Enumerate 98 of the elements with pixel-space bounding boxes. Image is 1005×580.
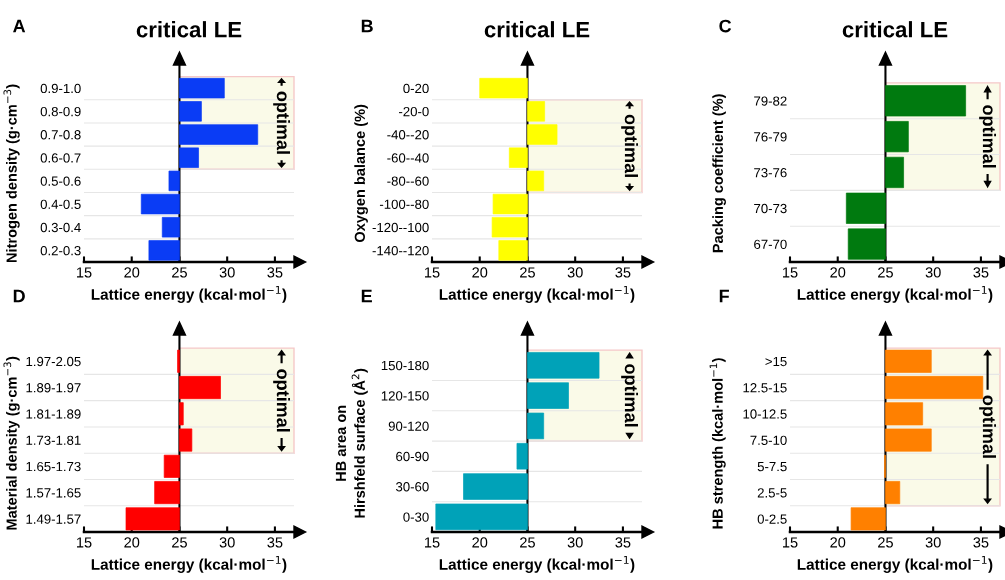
band-label: optimal	[979, 395, 997, 458]
y-tick-label: 0.4-0.5	[40, 199, 81, 209]
y-tick-label: 60-90	[396, 451, 429, 462]
text: A	[13, 19, 26, 33]
x-tick-label: 35	[615, 267, 631, 278]
y-tick-label: 2.5-5	[757, 488, 787, 498]
x-tick-label: 25	[520, 537, 535, 548]
y-axis-title: HB area on Hirshfeld surface (Å$^{2}$)	[335, 368, 368, 518]
x-tick-label: 15	[425, 537, 440, 548]
x-axis-title: Lattice energy (kcal·mol$^{−1}$)	[797, 556, 993, 573]
y-tick-label: 0.8-0.9	[40, 106, 81, 117]
x-tick-label: 30	[219, 537, 235, 548]
y-tick-label: -120--100	[372, 222, 429, 233]
y-axis-title: Oxygen balance (%)	[354, 104, 368, 243]
y-tick-label: 0.5-0.6	[40, 176, 81, 186]
y-axis-title: Material density (g·cm$^{−3}$)	[3, 356, 20, 530]
text: D	[13, 289, 25, 303]
y-tick-label: 10-12.5	[743, 409, 787, 419]
y-axis-title: Nitrogen density (g·cm$^{−3}$)	[3, 84, 20, 263]
x-tick-label: 30	[925, 267, 941, 278]
y-tick-label: >15	[765, 356, 787, 367]
x-tick-label: 15	[783, 537, 798, 548]
band-label: optimal	[621, 364, 639, 427]
chart-title: critical LE	[484, 21, 590, 38]
y-tick-label: 1.49-1.57	[26, 514, 81, 524]
x-tick-label: 30	[219, 267, 235, 278]
y-tick-label: 1.65-1.73	[26, 461, 81, 472]
x-tick-label: 20	[124, 267, 140, 278]
y-tick-label: 1.97-2.05	[26, 356, 81, 367]
y-axis-title: Packing coefficient (%)	[712, 94, 726, 253]
x-tick-label: 35	[267, 537, 283, 548]
y-tick-label: 0.2-0.3	[40, 245, 81, 256]
x-tick-label: 25	[172, 267, 187, 278]
chart-title: critical LE	[136, 21, 242, 38]
x-tick-label: 25	[878, 267, 893, 278]
x-tick-label: 30	[925, 537, 941, 548]
x-tick-label: 30	[567, 537, 583, 548]
band-label: optimal	[621, 114, 639, 177]
y-tick-label: 7.5-10	[750, 435, 787, 445]
x-tick-label: 15	[783, 267, 798, 278]
y-axis-title: HB strength (kcal·mol$^{−1}$)	[709, 358, 726, 529]
x-tick-label: 25	[172, 537, 187, 548]
x-tick-label: 35	[615, 537, 631, 548]
x-tick-label: 25	[878, 537, 893, 548]
text: C	[719, 19, 732, 33]
y-tick-label: 90-120	[388, 421, 429, 431]
y-tick-label: 5-7.5	[757, 462, 787, 472]
x-tick-label: 15	[77, 267, 92, 278]
x-axis-title: Lattice energy (kcal·mol$^{−1}$)	[91, 556, 287, 573]
y-tick-label: -60--40	[387, 153, 429, 163]
band-label: optimal	[273, 91, 291, 154]
y-tick-label: 0.6-0.7	[40, 153, 81, 163]
text: B	[361, 19, 373, 33]
y-tick-label: -20-0	[399, 106, 429, 117]
y-tick-label: 0-30	[403, 512, 429, 522]
y-tick-label: -100--80	[379, 199, 429, 209]
x-tick-label: 20	[472, 537, 488, 548]
x-tick-label: 35	[267, 267, 283, 278]
y-tick-label: 120-150	[381, 391, 429, 401]
y-tick-label: 73-76	[754, 168, 787, 178]
text: E	[361, 289, 372, 303]
y-tick-label: 67-70	[754, 239, 787, 249]
x-tick-label: 30	[567, 267, 583, 278]
y-tick-label: -80--60	[387, 176, 429, 186]
y-tick-label: 79-82	[754, 96, 787, 106]
text: F	[719, 289, 729, 303]
y-tick-label: 30-60	[395, 482, 429, 492]
y-tick-label: 0.9-1.0	[40, 83, 81, 94]
x-tick-label: 20	[124, 537, 140, 548]
x-tick-label: 20	[830, 537, 846, 548]
y-tick-label: 1.57-1.65	[26, 488, 81, 498]
x-tick-label: 20	[472, 267, 488, 278]
x-tick-label: 25	[520, 267, 535, 278]
x-axis-title: Lattice energy (kcal·mol$^{−1}$)	[439, 286, 635, 303]
x-tick-label: 15	[425, 267, 440, 278]
y-tick-label: -40--20	[387, 130, 429, 140]
y-tick-label: 1.73-1.81	[26, 435, 81, 445]
y-tick-label: 12.5-15	[743, 383, 787, 393]
y-tick-label: 76-79	[754, 132, 787, 142]
y-tick-label: 150-180	[381, 360, 429, 371]
y-tick-label: 0.7-0.8	[40, 130, 81, 140]
y-tick-label: 70-73	[754, 203, 787, 214]
y-tick-label: 1.81-1.89	[26, 409, 81, 419]
y-tick-label: -140--120	[372, 245, 429, 256]
band-label: optimal	[979, 105, 997, 168]
y-tick-label: 0.3-0.4	[40, 222, 81, 233]
x-tick-label: 35	[973, 267, 989, 278]
y-tick-label: 1.89-1.97	[26, 383, 81, 393]
y-tick-label: 0-20	[403, 83, 429, 94]
x-axis-title: Lattice energy (kcal·mol$^{−1}$)	[439, 556, 635, 573]
x-tick-label: 20	[830, 267, 846, 278]
y-tick-label: 0-2.5	[757, 514, 787, 524]
chart-title: critical LE	[842, 21, 948, 38]
band-label: optimal	[273, 369, 291, 432]
x-axis-title: Lattice energy (kcal·mol$^{−1}$)	[91, 286, 287, 303]
x-tick-label: 15	[77, 537, 92, 548]
x-tick-label: 35	[973, 537, 989, 548]
x-axis-title: Lattice energy (kcal·mol$^{−1}$)	[797, 286, 993, 303]
